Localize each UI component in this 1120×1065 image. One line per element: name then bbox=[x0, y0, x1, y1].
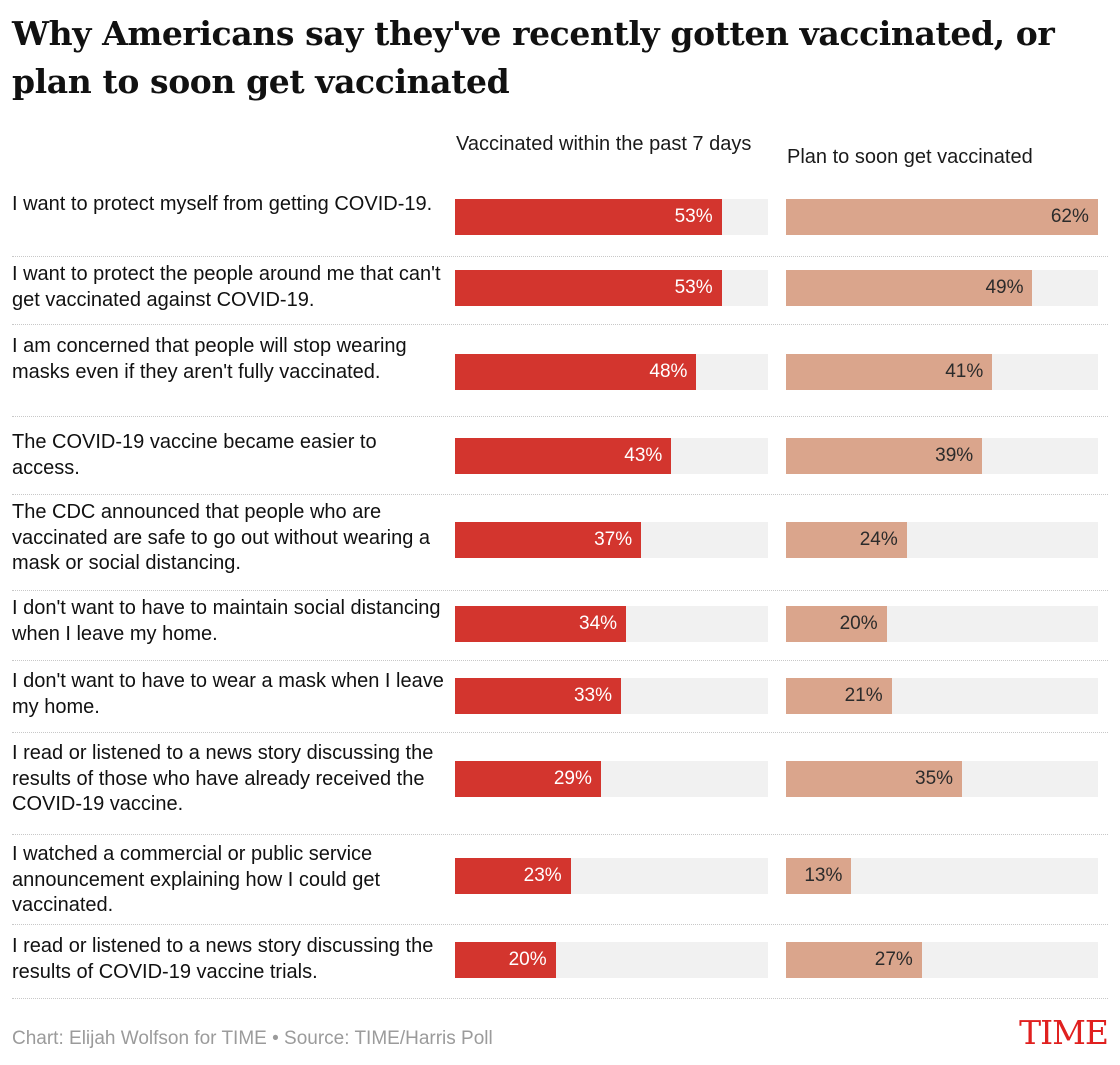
bar-track: 20% bbox=[455, 942, 768, 978]
data-label: 33% bbox=[573, 685, 612, 706]
data-label: 53% bbox=[674, 206, 713, 227]
bar-track: 24% bbox=[786, 522, 1098, 558]
chart-source-credit: Chart: Elijah Wolfson for TIME • Source:… bbox=[12, 1028, 493, 1049]
category-label: I read or listened to a news story discu… bbox=[12, 935, 434, 983]
data-label: 24% bbox=[859, 529, 898, 550]
bar-plan bbox=[786, 522, 907, 558]
bar-track: 49% bbox=[786, 270, 1098, 306]
data-label: 37% bbox=[594, 529, 633, 550]
bar-plan bbox=[786, 606, 887, 642]
data-label: 20% bbox=[508, 949, 547, 970]
chart-row: I read or listened to a news story discu… bbox=[12, 732, 1108, 835]
bar-plan bbox=[786, 942, 922, 978]
bar-track: 43% bbox=[455, 438, 768, 474]
data-label: 21% bbox=[844, 685, 883, 706]
category-label: The COVID-19 vaccine became easier to ac… bbox=[12, 431, 377, 479]
data-label: 39% bbox=[935, 445, 974, 466]
data-label: 48% bbox=[649, 361, 688, 382]
bar-track: 41% bbox=[786, 354, 1098, 390]
bar-vaccinated bbox=[455, 522, 642, 558]
data-label: 27% bbox=[874, 949, 913, 970]
data-label: 20% bbox=[839, 613, 878, 634]
bar-plan bbox=[786, 354, 993, 390]
bar-plan bbox=[786, 270, 1033, 306]
bar-track: 34% bbox=[455, 606, 768, 642]
bar-track: 13% bbox=[786, 858, 1098, 894]
data-label: 41% bbox=[945, 361, 984, 382]
bar-track: 53% bbox=[455, 270, 768, 306]
bar-vaccinated bbox=[455, 761, 601, 797]
chart-row: I watched a commercial or public service… bbox=[12, 834, 1108, 925]
bar-track: 48% bbox=[455, 354, 768, 390]
bar-vaccinated bbox=[455, 438, 672, 474]
category-label: I read or listened to a news story discu… bbox=[12, 742, 434, 815]
bar-vaccinated bbox=[455, 354, 697, 390]
bar-track: 35% bbox=[786, 761, 1098, 797]
bar-track: 53% bbox=[455, 199, 768, 235]
bar-track: 27% bbox=[786, 942, 1098, 978]
category-label: I am concerned that people will stop wea… bbox=[12, 335, 407, 383]
bar-vaccinated bbox=[455, 199, 722, 235]
bar-track: 33% bbox=[455, 678, 768, 714]
chart-row: The COVID-19 vaccine became easier to ac… bbox=[12, 416, 1108, 495]
category-label: I want to protect the people around me t… bbox=[12, 263, 441, 311]
data-label: 34% bbox=[579, 613, 618, 634]
bar-track: 21% bbox=[786, 678, 1098, 714]
bar-vaccinated bbox=[455, 606, 627, 642]
data-label: 43% bbox=[624, 445, 663, 466]
bar-plan bbox=[786, 438, 983, 474]
bar-vaccinated bbox=[455, 270, 722, 306]
bar-plan bbox=[786, 678, 892, 714]
chart-row: I want to protect myself from getting CO… bbox=[12, 186, 1108, 257]
category-label: The CDC announced that people who are va… bbox=[12, 501, 431, 574]
time-logo: TIME bbox=[1019, 1013, 1109, 1052]
chart-row: I don't want to have to maintain social … bbox=[12, 590, 1108, 661]
series-header-plan: Plan to soon get vaccinated bbox=[787, 146, 1033, 168]
bar-track: 20% bbox=[786, 606, 1098, 642]
bar-track: 23% bbox=[455, 858, 768, 894]
bar-track: 37% bbox=[455, 522, 768, 558]
data-label: 62% bbox=[1050, 206, 1089, 227]
chart-row: The CDC announced that people who are va… bbox=[12, 494, 1108, 591]
bar-vaccinated bbox=[455, 858, 571, 894]
data-label: 35% bbox=[915, 768, 954, 789]
bar-vaccinated bbox=[455, 678, 621, 714]
chart-row: I don't want to have to wear a mask when… bbox=[12, 660, 1108, 733]
chart-row: I am concerned that people will stop wea… bbox=[12, 324, 1108, 417]
category-label: I want to protect myself from getting CO… bbox=[12, 193, 433, 215]
bar-plan bbox=[786, 761, 963, 797]
data-label: 13% bbox=[804, 865, 843, 886]
bar-plan bbox=[786, 858, 852, 894]
category-label: I don't want to have to maintain social … bbox=[12, 597, 441, 645]
bar-track: 39% bbox=[786, 438, 1098, 474]
category-label: I watched a commercial or public service… bbox=[12, 843, 381, 916]
data-label: 29% bbox=[553, 768, 592, 789]
chart-row: I want to protect the people around me t… bbox=[12, 256, 1108, 325]
series-header-vaccinated: Vaccinated within the past 7 days bbox=[456, 133, 752, 155]
bar-plan bbox=[786, 199, 1098, 235]
data-label: 53% bbox=[674, 277, 713, 298]
bar-track: 62% bbox=[786, 199, 1098, 235]
bar-vaccinated bbox=[455, 942, 556, 978]
chart-row: I read or listened to a news story discu… bbox=[12, 924, 1108, 999]
data-label: 49% bbox=[985, 277, 1024, 298]
chart-title: Why Americans say they've recently gotte… bbox=[12, 14, 1055, 101]
data-label: 23% bbox=[523, 865, 562, 886]
category-label: I don't want to have to wear a mask when… bbox=[12, 670, 444, 718]
bar-track: 29% bbox=[455, 761, 768, 797]
